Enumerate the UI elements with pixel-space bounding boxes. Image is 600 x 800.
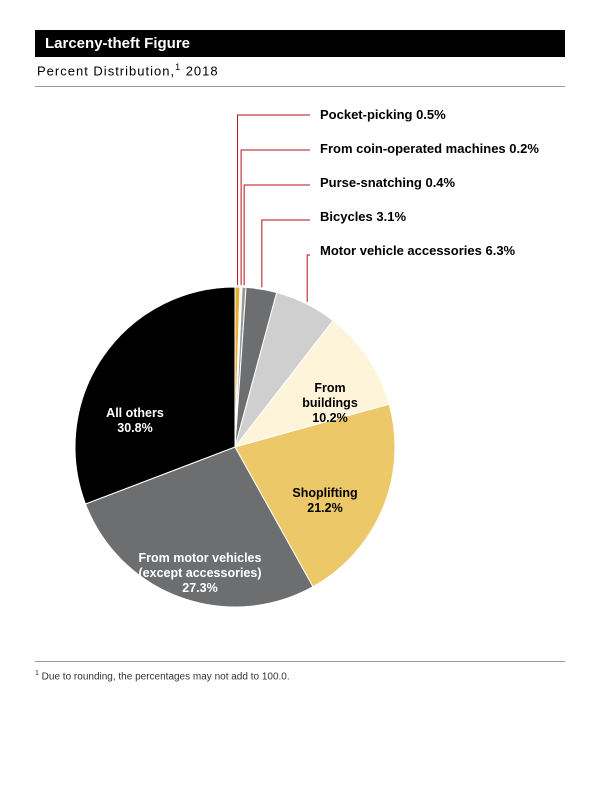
callout-label: Pocket-picking 0.5%: [320, 107, 539, 122]
callout-leader: [307, 255, 310, 302]
callout-leader: [244, 185, 310, 285]
callout-leader: [241, 150, 310, 285]
chart-title: Larceny-theft Figure: [35, 30, 565, 57]
callout-leader: [262, 220, 310, 287]
subtitle-sup: 1: [175, 62, 181, 72]
callout-label: Purse-snatching 0.4%: [320, 175, 539, 190]
footnote-text: Due to rounding, the percentages may not…: [39, 672, 290, 683]
subtitle-year: 2018: [186, 63, 219, 78]
chart-subtitle: Percent Distribution,1 2018: [35, 58, 565, 87]
subtitle-prefix: Percent Distribution,: [37, 63, 175, 78]
callout-label: Bicycles 3.1%: [320, 209, 539, 224]
callout-label: From coin-operated machines 0.2%: [320, 141, 539, 156]
callout-list: Pocket-picking 0.5% From coin-operated ma…: [320, 107, 539, 277]
pie-chart: Frombuildings10.2%Shoplifting21.2%From m…: [35, 87, 565, 657]
callout-label: Motor vehicle accessories 6.3%: [320, 243, 539, 258]
footnote: 1 Due to rounding, the percentages may n…: [35, 661, 565, 682]
callout-leader: [238, 115, 310, 285]
